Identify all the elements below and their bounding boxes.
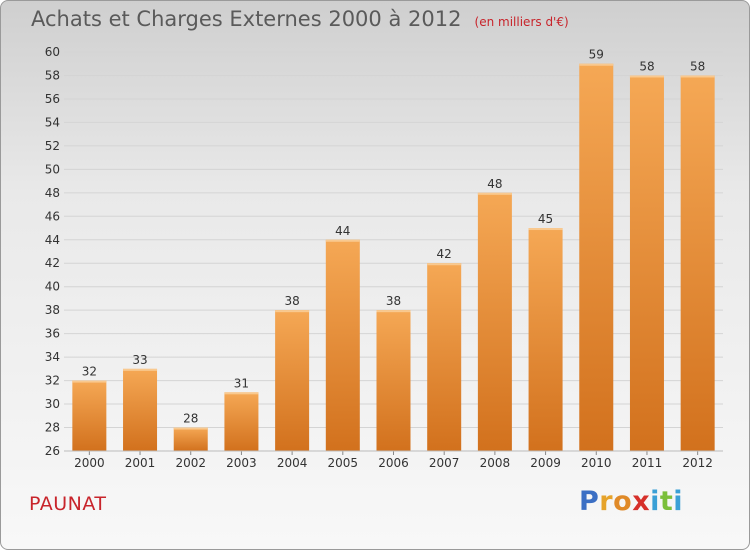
- bar-2010: [579, 63, 614, 452]
- value-label-2011: 58: [639, 59, 654, 73]
- bar-top-highlight: [579, 63, 614, 66]
- y-tick-label: 42: [45, 256, 60, 270]
- value-label-2008: 48: [487, 177, 502, 191]
- y-tick-label: 52: [45, 139, 60, 153]
- bar-top-highlight: [528, 228, 563, 231]
- value-label-2002: 28: [183, 412, 198, 426]
- y-tick-label: 32: [45, 374, 60, 388]
- value-label-2009: 45: [538, 212, 553, 226]
- bar-top-highlight: [224, 392, 259, 395]
- logo-letter: x: [632, 486, 651, 517]
- x-tick-label-2009: 2009: [530, 456, 561, 470]
- y-tick-label: 44: [45, 233, 60, 247]
- y-tick-label: 60: [45, 45, 60, 59]
- chart-title: Achats et Charges Externes 2000 à 2012: [31, 7, 462, 31]
- bar-top-highlight: [123, 368, 158, 371]
- x-tick-label-2005: 2005: [328, 456, 359, 470]
- bar-top-highlight: [325, 239, 360, 242]
- bar-2005: [325, 239, 360, 451]
- x-tick-label-2004: 2004: [277, 456, 308, 470]
- bar-2000: [72, 380, 107, 451]
- logo-letter: i: [673, 486, 684, 517]
- value-label-2006: 38: [386, 294, 401, 308]
- bar-2008: [477, 192, 512, 451]
- value-label-2007: 42: [437, 247, 452, 261]
- bar-top-highlight: [376, 310, 411, 313]
- bar-2004: [275, 310, 310, 451]
- logo-letter: o: [613, 486, 633, 517]
- x-tick-label-2010: 2010: [581, 456, 612, 470]
- bar-2007: [427, 263, 462, 451]
- bar-top-highlight: [173, 427, 208, 430]
- bar-2009: [528, 228, 563, 451]
- y-tick-label: 26: [45, 444, 60, 458]
- proxiti-logo: Proxiti: [579, 488, 683, 515]
- x-tick-label-2001: 2001: [125, 456, 156, 470]
- value-label-2005: 44: [335, 224, 350, 238]
- bar-2002: [173, 427, 208, 451]
- bar-top-highlight: [427, 263, 462, 266]
- bar-top-highlight: [680, 75, 715, 78]
- x-axis-tick-labels: 2000 2001 2002 2003 2004 2005 2006 2007 2008 2009…: [64, 450, 723, 470]
- bar-2003: [224, 392, 259, 451]
- value-label-2004: 38: [284, 294, 299, 308]
- x-tick-label-2000: 2000: [74, 456, 105, 470]
- y-tick-label: 54: [45, 115, 60, 129]
- bar-top-highlight: [629, 75, 664, 78]
- y-tick-label: 34: [45, 350, 60, 364]
- y-tick-label: 48: [45, 186, 60, 200]
- x-tick-label-2002: 2002: [175, 456, 206, 470]
- y-tick-label: 50: [45, 162, 60, 176]
- y-tick-label: 38: [45, 303, 60, 317]
- x-tick-label-2008: 2008: [480, 456, 511, 470]
- value-label-2012: 58: [690, 59, 705, 73]
- logo-letter: i: [650, 486, 660, 517]
- bar-top-highlight: [72, 380, 107, 383]
- bar-top-highlight: [275, 310, 310, 313]
- bar-2011: [629, 75, 664, 452]
- x-tick-label-2006: 2006: [378, 456, 409, 470]
- logo-letter: P: [579, 486, 600, 517]
- y-axis-tick-labels: 26 28 30 32 34 36 38 40 42 44 46 48 50 52 54 56 58 60: [45, 45, 60, 458]
- y-tick-label: 46: [45, 209, 60, 223]
- bar-2012: [680, 75, 715, 452]
- y-tick-label: 56: [45, 92, 60, 106]
- bar-2006: [376, 310, 411, 451]
- town-name: PAUNAT: [29, 493, 107, 515]
- bars: [72, 63, 715, 452]
- y-tick-label: 58: [45, 68, 60, 82]
- value-labels: 32 33 28 31 38 44 38 42 48 45 59 58 58: [82, 48, 706, 426]
- y-tick-label: 40: [45, 280, 60, 294]
- logo-letter: r: [599, 486, 614, 517]
- x-tick-label-2011: 2011: [632, 456, 663, 470]
- x-tick-label-2003: 2003: [226, 456, 257, 470]
- y-tick-label: 30: [45, 397, 60, 411]
- logo-letter: t: [659, 486, 674, 517]
- x-tick-label-2012: 2012: [682, 456, 713, 470]
- bar-top-highlight: [477, 192, 512, 195]
- value-label-2010: 59: [589, 48, 604, 62]
- x-tick-label-2007: 2007: [429, 456, 460, 470]
- title-row: Achats et Charges Externes 2000 à 2012 (…: [31, 7, 569, 31]
- y-tick-label: 28: [45, 421, 60, 435]
- bar-2001: [123, 368, 158, 451]
- value-label-2000: 32: [82, 365, 97, 379]
- value-label-2003: 31: [234, 376, 249, 390]
- chart-unit-label: (en milliers d'€): [474, 15, 569, 29]
- value-label-2001: 33: [132, 353, 147, 367]
- y-tick-label: 36: [45, 327, 60, 341]
